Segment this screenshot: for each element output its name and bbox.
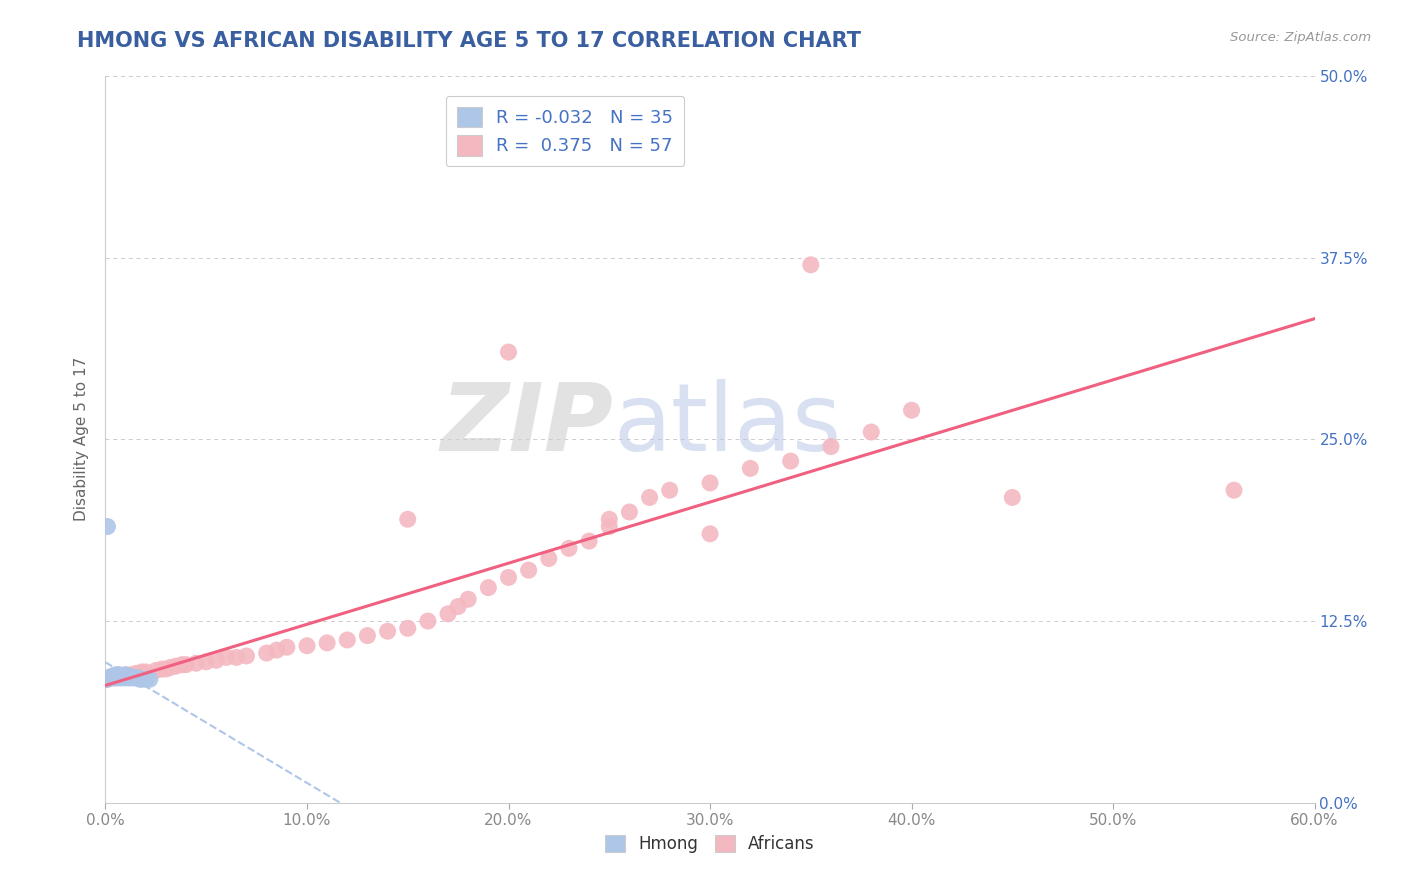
Text: HMONG VS AFRICAN DISABILITY AGE 5 TO 17 CORRELATION CHART: HMONG VS AFRICAN DISABILITY AGE 5 TO 17 … [77, 31, 862, 51]
Point [779, 454, 801, 468]
Point [266, 643, 288, 657]
Legend: Hmong, Africans: Hmong, Africans [599, 829, 821, 860]
Point [112, 671, 135, 685]
Point [396, 512, 419, 526]
Point [121, 671, 143, 685]
Point [638, 491, 661, 505]
Point [860, 425, 883, 439]
Point [104, 671, 127, 685]
Text: ZIP: ZIP [440, 379, 613, 471]
Point [155, 662, 177, 676]
Point [740, 461, 762, 475]
Point [170, 657, 193, 672]
Point [537, 551, 560, 566]
Point [96, 519, 118, 533]
Point [122, 671, 145, 685]
Point [112, 669, 135, 683]
Point [124, 666, 148, 681]
Point [447, 599, 470, 614]
Point [295, 639, 318, 653]
Point [598, 519, 620, 533]
Point [558, 541, 581, 556]
Point [128, 672, 150, 686]
Point [1001, 491, 1024, 505]
Point [103, 671, 125, 685]
Point [195, 655, 218, 669]
Point [900, 403, 922, 417]
Point [118, 669, 141, 683]
Point [117, 669, 139, 683]
Point [98, 671, 121, 685]
Point [498, 345, 520, 359]
Point [598, 512, 620, 526]
Point [159, 660, 181, 674]
Point [110, 671, 132, 685]
Point [104, 668, 127, 682]
Point [517, 563, 540, 577]
Point [118, 668, 141, 682]
Point [174, 657, 197, 672]
Point [108, 669, 131, 683]
Point [104, 669, 127, 683]
Point [1223, 483, 1246, 498]
Point [139, 672, 162, 686]
Point [96, 672, 118, 686]
Point [107, 668, 129, 682]
Point [127, 671, 149, 685]
Point [135, 672, 157, 686]
Point [110, 669, 132, 683]
Point [114, 671, 136, 685]
Point [114, 669, 136, 683]
Point [619, 505, 641, 519]
Text: atlas: atlas [613, 379, 842, 471]
Point [457, 592, 479, 607]
Point [377, 624, 399, 639]
Point [356, 629, 378, 643]
Point [94, 672, 117, 686]
Point [477, 581, 499, 595]
Text: Source: ZipAtlas.com: Source: ZipAtlas.com [1230, 31, 1371, 45]
Point [108, 671, 131, 685]
Point [225, 650, 247, 665]
Point [110, 669, 132, 683]
Y-axis label: Disability Age 5 to 17: Disability Age 5 to 17 [75, 357, 90, 522]
Point [820, 440, 842, 454]
Point [117, 671, 139, 685]
Point [316, 636, 339, 650]
Point [114, 668, 136, 682]
Point [107, 671, 129, 685]
Point [215, 650, 238, 665]
Point [276, 640, 298, 655]
Point [658, 483, 681, 498]
Point [108, 668, 131, 682]
Point [256, 646, 278, 660]
Point [104, 671, 127, 685]
Point [124, 671, 148, 685]
Point [96, 672, 118, 686]
Point [145, 664, 167, 678]
Point [498, 570, 520, 584]
Point [699, 475, 721, 490]
Point [416, 614, 439, 628]
Point [235, 648, 257, 663]
Point [437, 607, 460, 621]
Point [578, 534, 600, 549]
Point [150, 662, 173, 676]
Point [165, 659, 187, 673]
Point [131, 672, 153, 686]
Point [100, 671, 122, 685]
Point [205, 653, 228, 667]
Point [699, 526, 721, 541]
Point [135, 665, 157, 679]
Point [186, 657, 208, 671]
Point [100, 669, 122, 683]
Point [114, 668, 136, 682]
Point [118, 671, 141, 685]
Point [800, 258, 823, 272]
Point [103, 669, 125, 683]
Point [336, 632, 359, 647]
Point [396, 621, 419, 635]
Point [131, 665, 153, 679]
